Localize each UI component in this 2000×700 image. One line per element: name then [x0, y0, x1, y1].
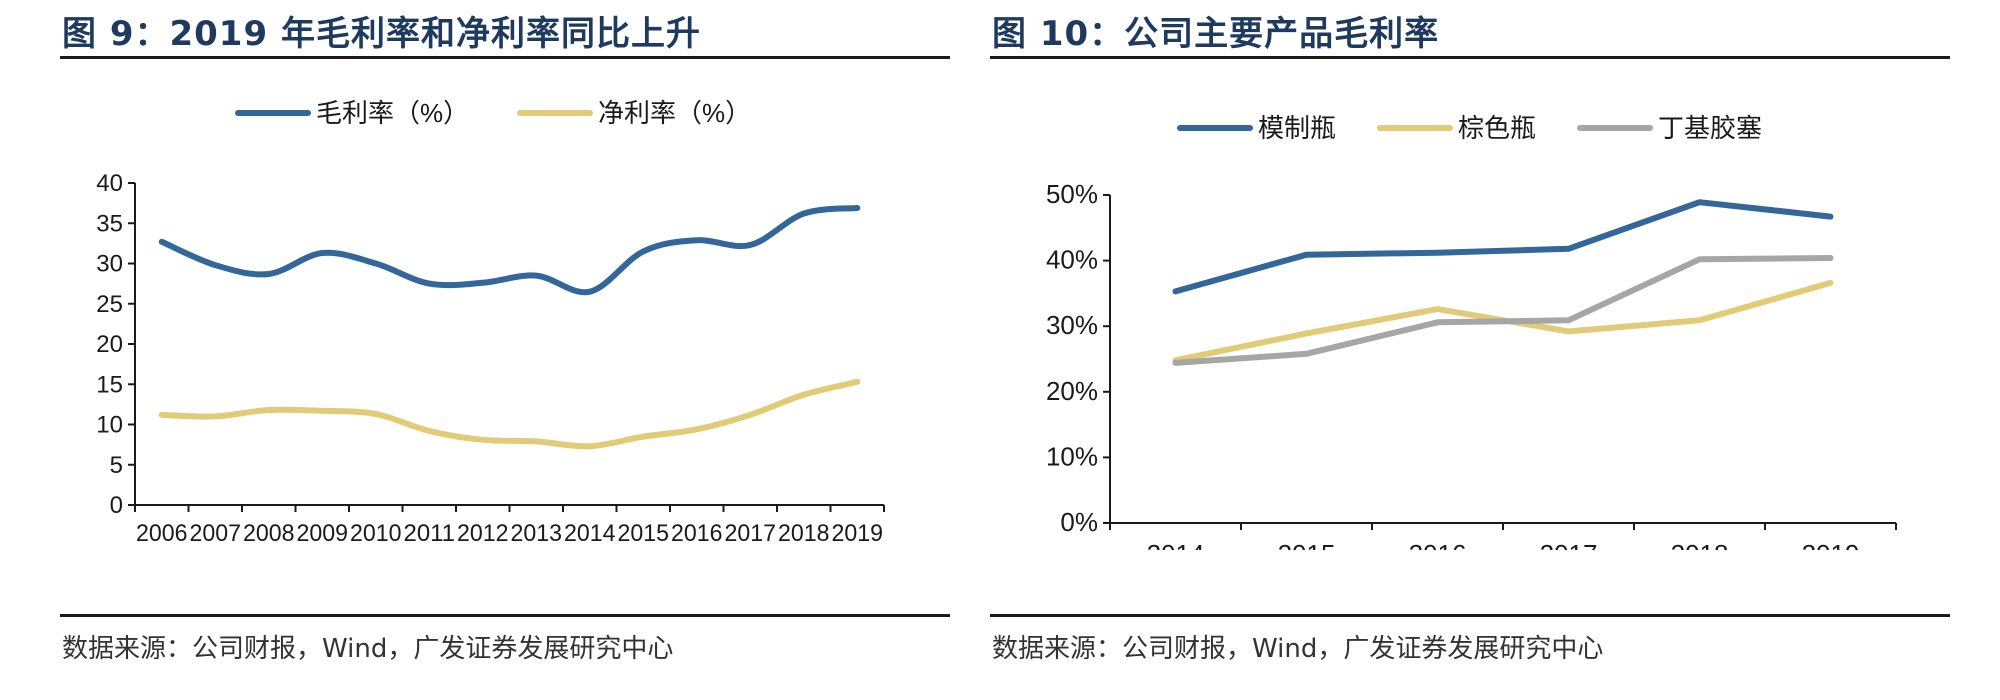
- right-chart-series-line-3: [1172, 255, 1834, 366]
- right-chart-y-tick-label: 50%: [1046, 179, 1098, 209]
- left-source-note: 数据来源：公司财报，Wind，广发证券发展研究中心: [62, 634, 674, 664]
- left-chart-x-tick-label: 2018: [778, 520, 830, 547]
- left-chart-series-line-2: [158, 378, 861, 450]
- right-chart-legend-label-2: 棕色瓶: [1458, 113, 1536, 143]
- right-figure-panel: 图 10：公司主要产品毛利率 模制瓶 棕色瓶 丁基胶塞 0% 10% 20% 30% 40% 5…: [990, 0, 1950, 700]
- left-chart-x-tick-label: 2006: [136, 520, 188, 547]
- right-chart-series-line-1: [1172, 199, 1834, 295]
- left-chart-y-tick-label: 10: [96, 412, 123, 439]
- left-chart-y-tick-label: 0: [110, 492, 123, 519]
- right-chart-x-tick-label: 2016: [1409, 539, 1467, 550]
- left-title-rule: [60, 56, 950, 59]
- left-source-rule: [60, 614, 950, 617]
- left-chart-x-tick-label: 2017: [725, 520, 777, 547]
- left-chart-y-tick-label: 20: [96, 331, 123, 358]
- left-figure-title: 图 9：2019 年毛利率和净利率同比上升: [62, 14, 701, 54]
- right-chart-y-tick-label: 40%: [1046, 245, 1098, 275]
- right-chart-x-tick-label: 2017: [1540, 539, 1598, 550]
- left-chart-x-tick-label: 2012: [457, 520, 509, 547]
- left-chart-x-tick-label: 2019: [832, 520, 884, 547]
- left-chart-series-line-1: [158, 205, 861, 296]
- left-chart-y-tick-label: 15: [96, 371, 123, 398]
- left-chart-x-tick-label: 2014: [564, 520, 616, 547]
- right-chart-x-tick-label: 2015: [1278, 539, 1336, 550]
- left-chart-x-tick-label: 2013: [511, 520, 563, 547]
- right-chart-y-tick-label: 0%: [1060, 507, 1098, 537]
- left-chart-y-tick-label: 35: [96, 210, 123, 237]
- left-figure-panel: 图 9：2019 年毛利率和净利率同比上升 毛利率（%） 净利率（%） 0 5 10 15…: [60, 0, 950, 700]
- left-chart-x-tick-label: 2009: [297, 520, 349, 547]
- right-source-rule: [990, 614, 1950, 617]
- right-source-note: 数据来源：公司财报，Wind，广发证券发展研究中心: [992, 634, 1604, 664]
- gross-net-margin-line-chart: 毛利率（%） 净利率（%） 0 5 10 15 20 25 30 35 40 2006 2007 2008…: [96, 98, 885, 547]
- right-figure-title: 图 10：公司主要产品毛利率: [992, 14, 1440, 54]
- left-chart-legend-label-1: 毛利率（%）: [316, 98, 469, 128]
- left-chart-x-tick-label: 2016: [671, 520, 723, 547]
- right-chart-x-tick-label: 2019: [1802, 539, 1860, 550]
- left-chart-y-tick-label: 25: [96, 291, 123, 318]
- right-chart-legend-label-3: 丁基胶塞: [1658, 113, 1762, 143]
- product-gross-margin-line-chart: 模制瓶 棕色瓶 丁基胶塞 0% 10% 20% 30% 40% 50% 2014 2015 2016 2…: [1046, 113, 1897, 550]
- left-chart-x-tick-label: 2015: [618, 520, 670, 547]
- left-chart-y-tick-label: 30: [96, 251, 123, 278]
- left-chart-legend-label-2: 净利率（%）: [598, 98, 751, 128]
- right-chart-y-tick-label: 30%: [1046, 310, 1098, 340]
- left-chart-x-tick-label: 2010: [350, 520, 402, 547]
- left-chart-x-tick-label: 2007: [190, 520, 242, 547]
- left-chart-y-tick-label: 5: [110, 452, 123, 479]
- left-chart-x-tick-label: 2011: [404, 520, 456, 547]
- left-chart-y-tick-label: 40: [96, 170, 123, 197]
- right-chart-y-tick-label: 10%: [1046, 441, 1098, 471]
- right-chart-x-tick-label: 2014: [1147, 539, 1205, 550]
- right-chart-x-tick-label: 2018: [1671, 539, 1729, 550]
- right-title-rule: [990, 56, 1950, 59]
- left-chart-x-tick-label: 2008: [243, 520, 295, 547]
- right-chart-legend-label-1: 模制瓶: [1258, 113, 1336, 143]
- right-chart-y-tick-label: 20%: [1046, 376, 1098, 406]
